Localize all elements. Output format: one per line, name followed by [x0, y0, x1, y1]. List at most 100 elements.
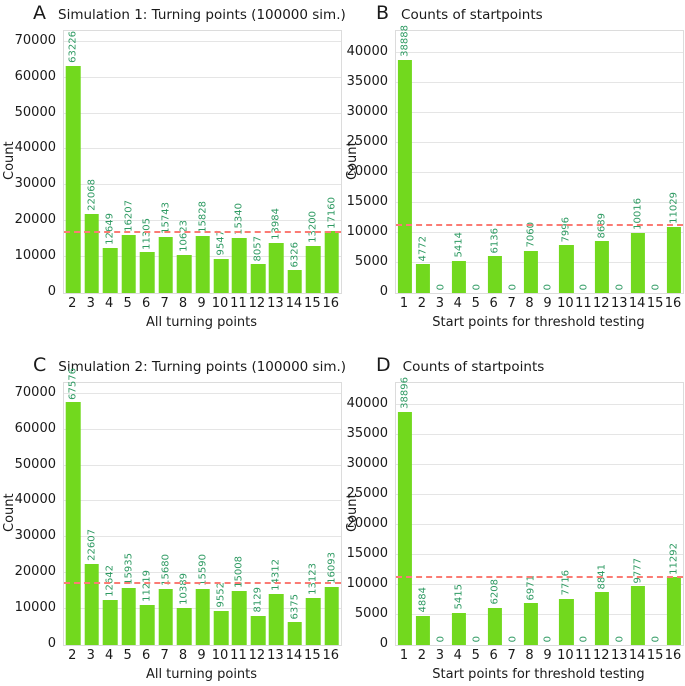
gridline	[64, 184, 341, 186]
bar	[213, 258, 229, 293]
bar-value-label: 15828	[197, 201, 209, 234]
x-tick-label: 1	[399, 648, 409, 663]
x-tick-label: 5	[471, 296, 480, 311]
bar	[158, 236, 173, 293]
bar-value-label: 67576	[67, 367, 79, 400]
bar-slot: 8689	[593, 31, 611, 293]
x-tick-label: 5	[123, 648, 132, 663]
bar-value-label: 0	[578, 635, 590, 642]
bar-slot: 10623	[175, 31, 193, 293]
plot-area: 63226 22068 12649 16207 11305 15743 10623 15828…	[63, 30, 342, 294]
x-tick-label: 14	[285, 648, 303, 663]
bar-slot: 8057	[249, 31, 267, 293]
bar-value-label: 7716	[560, 570, 572, 596]
bar	[487, 256, 502, 293]
bar-slot: 7716	[557, 383, 575, 645]
x-axis-ticks: 2 3 4 5 6 7 8 9 10 11 12 13 14 15 16	[63, 648, 340, 663]
bar-value-label: 0	[578, 283, 590, 290]
bar-slot: 0	[468, 383, 486, 645]
bar	[269, 242, 284, 293]
bar	[176, 607, 192, 645]
bar-value-label: 4884	[417, 587, 429, 613]
x-tick-label: 6	[489, 296, 498, 311]
bar	[631, 233, 646, 293]
gridline	[64, 536, 341, 538]
bar-slot: 16207	[119, 31, 137, 293]
bar-slot: 6375	[286, 383, 304, 645]
bar	[559, 598, 574, 645]
bar-value-label: 13984	[270, 208, 282, 240]
x-tick-label: 16	[322, 296, 340, 311]
bar-slot: 12649	[101, 31, 119, 293]
bar-value-label: 6136	[489, 227, 501, 254]
bar	[250, 615, 266, 645]
bar-slot: 9777	[629, 383, 647, 645]
bar	[451, 260, 466, 293]
bar-value-label: 4772	[417, 235, 429, 262]
x-tick-label: 8	[525, 296, 534, 311]
y-tick-label: 40000	[346, 44, 388, 60]
x-tick-label: 12	[593, 648, 610, 663]
x-axis-label: All turning points	[145, 315, 258, 330]
panel-d-header: D Counts of startpoints	[376, 354, 544, 376]
gridline	[396, 434, 683, 436]
y-tick-label: 35000	[346, 426, 388, 442]
bar	[176, 254, 192, 293]
bar-slot: 0	[647, 31, 665, 293]
bar-value-label: 11219	[141, 569, 153, 602]
bar-value-label: 0	[471, 283, 483, 290]
bar-slot: 6971	[522, 383, 540, 645]
bar-slot: 38896	[396, 377, 414, 645]
y-tick-label: 10000	[346, 224, 388, 240]
mean-dashed-line	[396, 224, 683, 227]
bar-value-label: 0	[507, 635, 519, 642]
y-axis-ticks: 0 5000 10000 15000 20000 25000 30000 35000 40000	[343, 382, 388, 651]
y-tick-label: 20000	[346, 164, 388, 180]
bar	[523, 603, 538, 645]
panel-title: Simulation 2: Turning points (100000 sim…	[58, 359, 347, 375]
x-tick-label: 16	[664, 296, 682, 311]
y-tick-label: 40000	[14, 140, 56, 156]
bar-slot: 11305	[138, 31, 156, 293]
bar-slot: 8841	[593, 383, 611, 645]
gridline	[396, 52, 683, 54]
plot-area: 38888 4772 0 5414 0 6136 0 7060 0 7996 0 8689 0 10016…	[395, 25, 684, 294]
bar-slot: 13123	[304, 383, 322, 645]
plot-area: 38896 4884 0 5415 0 6208 0 6971 0 7716 0 8841 0 9777 0…	[395, 377, 684, 646]
bar-slot: 10016	[629, 31, 647, 293]
bar-slot: 0	[540, 31, 558, 293]
x-tick-label: 9	[197, 648, 206, 663]
x-tick-label: 9	[543, 296, 552, 311]
panel-c-header: C Simulation 2: Turning points (100000 s…	[33, 354, 346, 376]
bar-slot: 0	[647, 383, 665, 645]
bar	[324, 231, 340, 293]
y-tick-label: 10000	[346, 576, 388, 592]
gridline	[64, 500, 341, 502]
y-tick-label: 70000	[14, 32, 56, 48]
bar-slot: 6326	[286, 31, 304, 293]
x-tick-label: 11	[230, 648, 247, 663]
plot-area: 67576 22607 12642 15935 11219 15680 10389 15590…	[63, 368, 342, 646]
bar-slot: 10389	[175, 383, 193, 645]
x-tick-label: 12	[248, 648, 266, 663]
bar-value-label: 6208	[489, 579, 501, 605]
x-tick-label: 10	[211, 296, 229, 311]
y-tick-label: 0	[379, 284, 388, 299]
bar-value-label: 22607	[86, 529, 98, 561]
bar-value-label: 15743	[160, 201, 172, 234]
gridline	[396, 112, 683, 114]
bar-slot: 15935	[119, 383, 137, 645]
bar-value-label: 12649	[104, 212, 116, 245]
bar-slot: 22068	[82, 31, 100, 293]
y-tick-label: 10000	[14, 248, 56, 264]
y-tick-label: 5000	[354, 254, 388, 270]
panel-b: B Counts of startpoints Count 0 5000 10000…	[343, 2, 685, 338]
bar	[250, 264, 266, 293]
bar-slot: 0	[540, 383, 558, 645]
x-tick-label: 4	[453, 296, 462, 311]
bar-slot: 0	[504, 383, 522, 645]
y-tick-label: 30000	[14, 528, 56, 544]
bar	[121, 587, 136, 645]
bar-slot: 7060	[522, 31, 540, 293]
bar-value-label: 8057	[252, 235, 264, 262]
